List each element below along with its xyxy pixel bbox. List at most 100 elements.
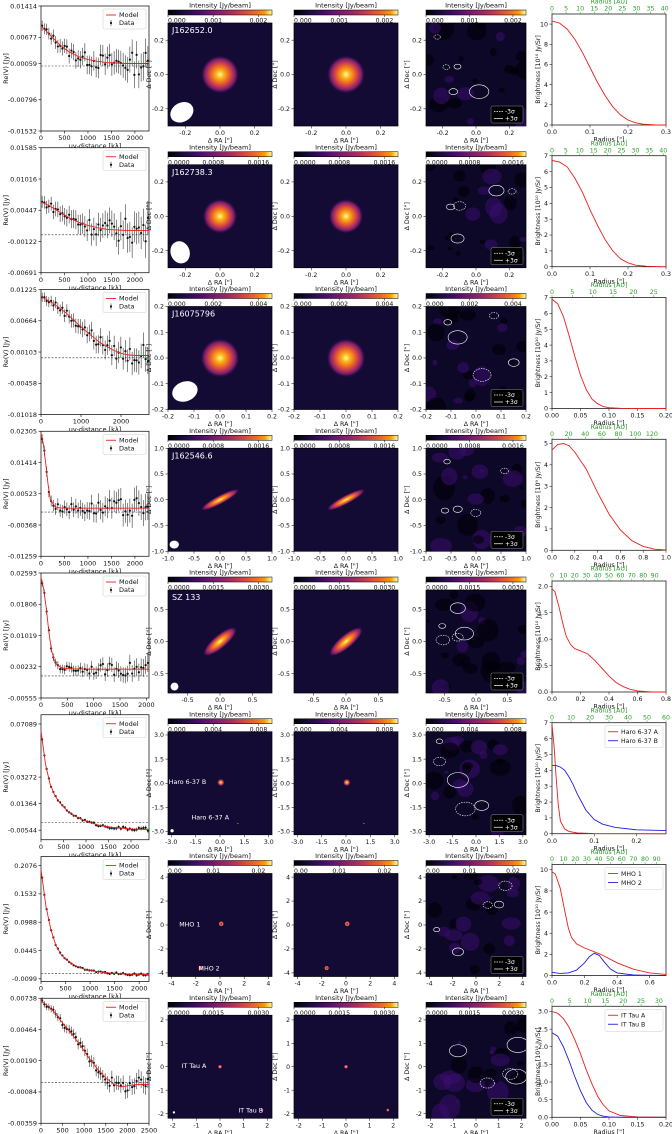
image-ytick-label: 0.0 (280, 72, 290, 79)
vis-ytick-label: 0.01414 (10, 2, 37, 10)
vis-xtick-label: 500 (58, 559, 70, 567)
image-xtick-label: 0.0 (471, 272, 481, 279)
vis-data-point (92, 672, 95, 675)
legend-model-label: Model (119, 720, 139, 728)
vis-data-point (144, 664, 147, 667)
profile-ytick-label: 2.0 (538, 1044, 548, 1051)
vis-data-point (70, 319, 73, 322)
colorbar-tick-label: 0.0016 (502, 443, 524, 450)
vis-legend-box (102, 717, 147, 738)
image-ytick-label: 1.0 (154, 445, 164, 452)
image-ytick-label: 1 (418, 1041, 422, 1048)
colorbar-label: Intensity [Jy/beam] (189, 285, 251, 293)
image-ytick-label: -4 (416, 970, 422, 977)
vis-data-point (144, 51, 147, 55)
vis-ytick-label: -0.00122 (8, 238, 37, 246)
profile-au-tick-label: 80 (639, 573, 647, 580)
image-ytick-label: 2 (286, 1017, 290, 1024)
profile-xtick-label: 0.0 (547, 554, 557, 561)
profile-xlabel: Radius ["] (594, 1129, 625, 1134)
image-ytick-label: 0.0 (154, 497, 164, 504)
profile-xtick-label: 0.8 (661, 696, 671, 703)
profile-xtick-label: 0.2 (580, 980, 590, 987)
profile-au-tick-label: 5 (570, 289, 574, 296)
legend-data-swatch (109, 730, 113, 733)
vis-data-point (81, 509, 84, 512)
profile-ytick-label: 3.0 (538, 1009, 548, 1016)
vis-xtick-label: 1500 (100, 843, 117, 851)
residual-speckle (456, 640, 469, 653)
vis-data-point (140, 505, 143, 509)
image-xtick-label: -0.5 (181, 697, 193, 704)
image-ytick-label: 0 (160, 1064, 164, 1071)
vis-data-point (88, 1060, 91, 1063)
image-xtick-label: -0.2 (420, 414, 432, 421)
residual-speckle (489, 47, 497, 57)
profile-au-tick-label: 60 (662, 714, 670, 721)
profile-au-tick-label: 0 (550, 573, 554, 580)
ra-axis-label: Δ RA ["] (464, 279, 489, 286)
colorbar-tick-label: 0.004 (504, 301, 522, 308)
source-emission (344, 921, 350, 927)
residual-speckle (520, 499, 526, 509)
colorbar-tick-label: 0.000 (426, 301, 444, 308)
profile-ytick-label: 8 (544, 41, 548, 48)
profile-ytick-label: 4 (544, 930, 548, 937)
image-xtick-label: 0 (474, 1122, 478, 1129)
image-ytick-label: 0.2 (412, 304, 422, 311)
image-xtick-label: 0.2 (376, 130, 386, 137)
image-xtick-label: 4 (521, 981, 525, 988)
image-data: Intensity [Jy/beam] 0.0000 0.0015 0.0030 IT … (146, 994, 273, 1134)
vis-data-point (101, 54, 104, 57)
residual-speckle (506, 889, 520, 898)
profile-legend-label: Haro 6-37 A (621, 729, 659, 736)
source-emission (324, 965, 330, 971)
vis-xtick-label: 1000 (80, 134, 97, 142)
colorbar-tick-label: 0.001 (461, 18, 479, 25)
colorbar-tick-label: 0.01 (463, 868, 477, 875)
dec-axis-label: Δ Dec ["] (404, 60, 411, 88)
image-xtick-label: 0.1 (241, 414, 251, 421)
dec-axis-label: Δ Dec ["] (146, 60, 153, 88)
image-xtick-label: 1.5 (495, 839, 505, 846)
vis-data-point (137, 361, 140, 364)
colorbar-tick-label: 0.0000 (294, 159, 316, 166)
ra-axis-label: Δ RA ["] (334, 705, 359, 712)
profile-ytick-label: 1.5 (538, 1062, 548, 1069)
profile-ytick-label: 1 (544, 815, 548, 822)
vis-data-point (86, 509, 89, 512)
profile-xtick-label: 0.2 (631, 838, 641, 845)
dec-axis-label: Δ Dec ["] (146, 769, 153, 797)
profile-au-tick-label: 30 (605, 714, 613, 721)
colorbar-tick-label: 0.0030 (502, 585, 524, 592)
residual-legend: -3σ+3σ (490, 1098, 524, 1116)
vis-xlabel: uv-distance [kλ] (69, 993, 121, 1001)
image-xtick-label: 0.2 (376, 272, 386, 279)
profile-au-tick-label: 40 (581, 431, 589, 438)
colorbar-tick-label: 0.000 (426, 726, 444, 733)
image-xtick-label: 0.0 (215, 697, 225, 704)
image-xtick-label: 0.0 (471, 414, 481, 421)
vis-model-line (40, 730, 150, 831)
profile-xtick-label: 0.3 (661, 129, 671, 136)
vis-data-point (86, 63, 89, 67)
image-ytick-label: 4 (160, 874, 164, 881)
profile-xtick-label: 0.1 (589, 838, 599, 845)
image-xtick-label: 0.0 (215, 839, 225, 846)
vis-data-point (146, 505, 149, 508)
colorbar-tick-label: 0.0015 (328, 1010, 350, 1017)
colorbar-tick-label: 0.004 (376, 301, 394, 308)
image-ytick-label: 0.5 (280, 471, 290, 478)
residual-speckle (485, 899, 499, 916)
image-residual: Intensity [Jy/beam] 0.0000 0.0008 0.0016 -3σ… (404, 427, 531, 570)
vis-ytick-label: -0.00796 (8, 96, 37, 104)
colorbar-label: Intensity [Jy/beam] (445, 994, 507, 1002)
image-model: Intensity [Jy/beam] 0.0000 0.0008 0.0016 -1.… (272, 427, 403, 570)
vis-ytick-label: 0.00232 (10, 663, 37, 671)
colorbar-tick-label: 0.0008 (328, 159, 350, 166)
vis-data-point (108, 827, 111, 830)
